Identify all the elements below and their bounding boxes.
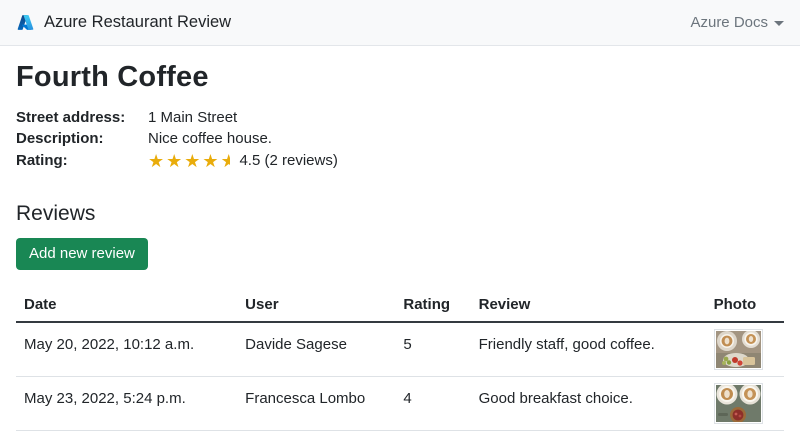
app-title: Azure Restaurant Review: [44, 13, 232, 31]
restaurant-details: Street address: 1 Main Street Descriptio…: [16, 107, 784, 171]
azure-logo-icon: [16, 14, 35, 31]
column-header-rating: Rating: [395, 288, 471, 323]
reviews-table: Date User Rating Review Photo May 20, 20…: [16, 288, 784, 431]
description-label: Description:: [16, 129, 104, 147]
street-address-row: Street address: 1 Main Street: [16, 107, 784, 128]
rating-value: 4.5 (2 reviews): [239, 151, 338, 169]
description-value: Nice coffee house.: [148, 129, 272, 147]
description-row: Description: Nice coffee house.: [16, 128, 784, 149]
column-header-review: Review: [470, 288, 706, 323]
reviews-heading: Reviews: [16, 202, 96, 225]
review-user: Francesca Lombo: [237, 376, 396, 431]
street-address-value: 1 Main Street: [148, 108, 238, 126]
column-header-photo: Photo: [705, 288, 784, 323]
rating-label: Rating:: [16, 151, 68, 169]
column-header-user: User: [237, 288, 396, 323]
azure-docs-dropdown-label: Azure Docs: [690, 14, 768, 31]
review-rating: 4: [395, 376, 471, 431]
table-row: May 23, 2022, 5:24 p.m. Francesca Lombo …: [16, 376, 784, 431]
add-new-review-button[interactable]: Add new review: [16, 238, 148, 270]
review-text: Good breakfast choice.: [470, 376, 706, 431]
review-rating: 5: [395, 322, 471, 377]
navbar: Azure Restaurant Review Azure Docs: [0, 0, 800, 46]
rating-row: Rating: ★ ★ ★ ★ ★ 4.5 (2 reviews): [16, 150, 784, 171]
review-date: May 20, 2022, 10:12 a.m.: [16, 322, 238, 377]
column-header-date: Date: [16, 288, 238, 323]
review-text: Friendly staff, good coffee.: [470, 322, 706, 377]
table-row: May 20, 2022, 10:12 a.m. Davide Sagese 5…: [16, 322, 784, 377]
street-address-label: Street address:: [16, 108, 126, 126]
page-title: Fourth Coffee: [16, 61, 209, 93]
azure-docs-dropdown[interactable]: Azure Docs: [690, 14, 784, 31]
review-photo: [713, 383, 763, 424]
star-rating-icons: ★ ★ ★ ★ ★: [148, 150, 231, 171]
navbar-brand-link[interactable]: Azure Restaurant Review: [16, 13, 231, 32]
main-content: Fourth Coffee Street address: 1 Main Str…: [0, 61, 800, 431]
table-header-row: Date User Rating Review Photo: [16, 288, 784, 323]
review-date: May 23, 2022, 5:24 p.m.: [16, 376, 238, 431]
review-user: Davide Sagese: [237, 322, 396, 377]
caret-down-icon: [774, 21, 784, 26]
review-photo: [713, 329, 763, 370]
